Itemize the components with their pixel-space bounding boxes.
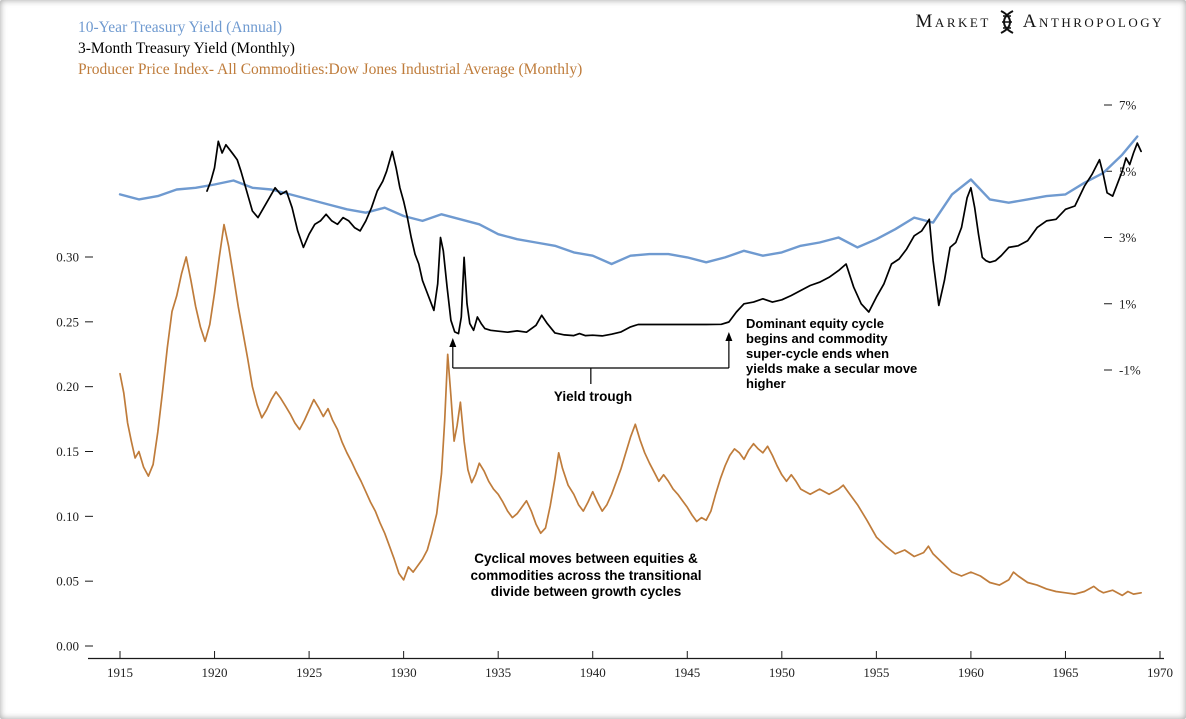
- left-axis-tick-label: 0.05: [56, 574, 79, 589]
- x-axis-tick-label: 1925: [296, 665, 322, 680]
- yield-trough-label: Yield trough: [553, 389, 633, 404]
- left-axis-tick-label: 0.30: [56, 250, 79, 265]
- x-axis-tick-label: 1945: [674, 665, 700, 680]
- x-axis-tick-label: 1970: [1147, 665, 1173, 680]
- legend-item-3mo-treasury: 3-Month Treasury Yield (Monthly): [78, 40, 295, 57]
- right-axis-tick-label: -1%: [1119, 363, 1141, 378]
- x-axis-tick-label: 1920: [202, 665, 228, 680]
- x-axis-tick-label: 1935: [485, 665, 511, 680]
- brand-market: Market: [915, 11, 991, 32]
- legend-item-ppi-djia: Producer Price Index- All Commodities:Do…: [78, 61, 583, 78]
- x-axis-tick-label: 1915: [107, 665, 133, 680]
- series-ten-year-treasury-yield: [118, 135, 1139, 266]
- left-axis-tick-label: 0.20: [56, 379, 79, 394]
- brand-logo: Market Anthropology: [916, 10, 1164, 34]
- dna-helix-icon: [998, 10, 1016, 34]
- yield-trough-arrowhead-left: [449, 338, 457, 347]
- left-axis-tick-label: 0.00: [56, 639, 79, 654]
- yield-trough-arrowhead-right: [725, 332, 733, 341]
- x-axis-tick-label: 1940: [580, 665, 606, 680]
- series-three-month-treasury-yield: [206, 140, 1142, 337]
- legend-item-10yr-treasury: 10-Year Treasury Yield (Annual): [78, 19, 283, 36]
- left-axis-tick-label: 0.15: [56, 444, 79, 459]
- left-axis-tick-label: 0.10: [56, 509, 79, 524]
- brand-anthropology: Anthropology: [1022, 11, 1164, 32]
- x-axis-tick-label: 1965: [1052, 665, 1078, 680]
- dominant-equity-cycle-note: Dominant equity cycle begins and commodi…: [746, 316, 918, 391]
- x-axis-tick-label: 1950: [769, 665, 795, 680]
- left-axis-tick-label: 0.25: [56, 314, 79, 329]
- x-axis-tick-label: 1930: [391, 665, 417, 680]
- right-axis-tick-label: 7%: [1119, 98, 1137, 113]
- right-axis-tick-label: 1%: [1119, 296, 1137, 311]
- x-axis-tick-label: 1955: [863, 665, 889, 680]
- x-axis-tick-label: 1960: [958, 665, 984, 680]
- cyclical-moves-note: Cyclical moves between equities & commod…: [470, 551, 702, 599]
- chart-legend: 10-Year Treasury Yield (Annual) 3-Month …: [78, 17, 582, 80]
- right-axis-tick-label: 3%: [1119, 230, 1137, 245]
- series-ppi-djia-ratio: [119, 223, 1142, 597]
